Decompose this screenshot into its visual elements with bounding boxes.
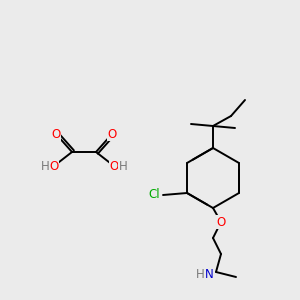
Text: O: O — [216, 215, 226, 229]
Text: Cl: Cl — [148, 188, 160, 202]
Text: H: H — [196, 268, 204, 281]
Text: H: H — [118, 160, 127, 172]
Text: O: O — [110, 160, 118, 172]
Text: O: O — [50, 160, 58, 172]
Text: O: O — [51, 128, 61, 140]
Text: N: N — [205, 268, 213, 281]
Text: H: H — [40, 160, 50, 172]
Text: O: O — [107, 128, 117, 140]
